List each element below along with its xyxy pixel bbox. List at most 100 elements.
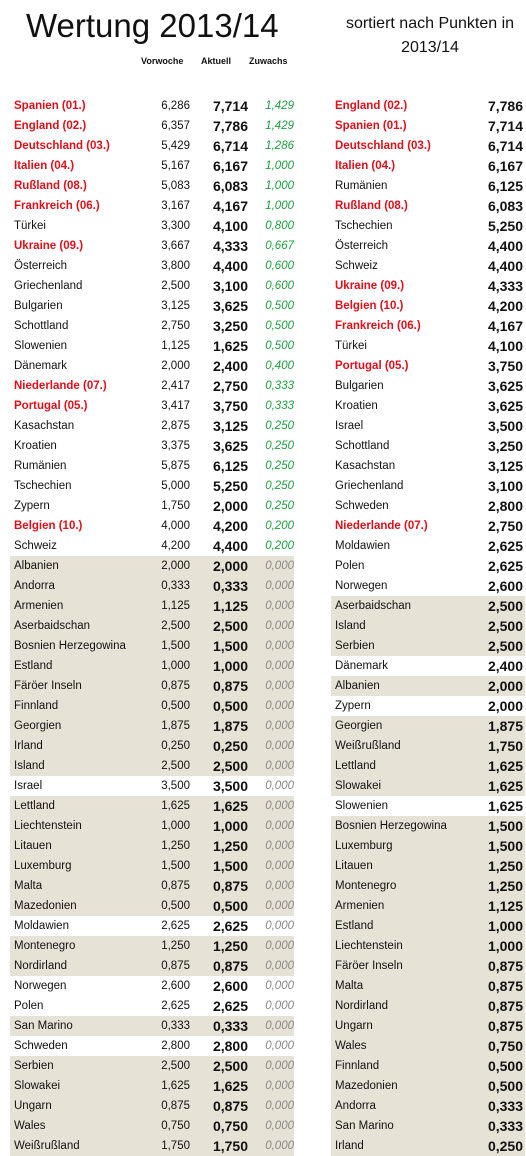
- gain-value: 0,000: [265, 920, 294, 932]
- prev-value: 1,500: [161, 640, 190, 652]
- table-row: Georgien 1,875: [331, 716, 525, 736]
- current-value: 1,000: [212, 658, 248, 674]
- country-name: Liechtenstein: [14, 820, 82, 832]
- table-row: Dänemark 2,400: [331, 656, 525, 676]
- table-row: Polen 2,625: [331, 556, 525, 576]
- country-name: Portugal (05.): [14, 400, 88, 412]
- table-row: Serbien 2,500: [331, 636, 525, 656]
- points-value: 4,100: [487, 338, 523, 354]
- country-name: Israel: [14, 780, 43, 792]
- gain-value: 0,000: [265, 680, 294, 692]
- prev-value: 1,125: [161, 340, 190, 352]
- country-name: Rußland (08.): [14, 180, 87, 192]
- current-value: 1,000: [212, 818, 248, 834]
- gain-value: 0,000: [265, 1020, 294, 1032]
- prev-value: 6,357: [161, 120, 190, 132]
- country-name: Serbien: [335, 640, 375, 652]
- country-name: Slowenien: [14, 340, 68, 352]
- table-row: Irland 0,250: [331, 1136, 525, 1156]
- table-row: Island 2,500: [331, 616, 525, 636]
- table-row: Slowakei 1,625: [331, 776, 525, 796]
- current-value: 1,125: [212, 598, 248, 614]
- table-row: Finnland 0,500 0,500 0,000: [10, 696, 294, 716]
- prev-value: 5,167: [161, 160, 190, 172]
- current-value: 4,400: [212, 258, 248, 274]
- table-row: Kasachstan 3,125: [331, 456, 525, 476]
- points-value: 0,875: [487, 998, 523, 1014]
- current-value: 3,125: [212, 418, 248, 434]
- table-row: Österreich 3,800 4,400 0,600: [10, 256, 294, 276]
- country-name: Litauen: [335, 860, 373, 872]
- table-row: Armenien 1,125 1,125 0,000: [10, 596, 294, 616]
- table-row: Kroatien 3,375 3,625 0,250: [10, 436, 294, 456]
- prev-value: 1,000: [161, 660, 190, 672]
- prev-value: 6,286: [161, 100, 190, 112]
- gain-value: 0,000: [265, 700, 294, 712]
- country-name: Weißrußland: [14, 1140, 80, 1152]
- current-value: 3,100: [212, 278, 248, 294]
- table-row: Schweiz 4,200 4,400 0,200: [10, 536, 294, 556]
- current-value: 4,167: [212, 198, 248, 214]
- current-value: 1,500: [212, 858, 248, 874]
- table-row: Deutschland (03.) 6,714: [331, 136, 525, 156]
- header-prev: Vorwoche: [141, 56, 184, 66]
- table-row: Rußland (08.) 5,083 6,083 1,000: [10, 176, 294, 196]
- country-name: Irland: [335, 1140, 364, 1152]
- country-name: Rumänien: [14, 460, 67, 472]
- country-name: Griechenland: [14, 280, 83, 292]
- prev-value: 3,167: [161, 200, 190, 212]
- gain-value: 0,000: [265, 1060, 294, 1072]
- points-value: 0,250: [487, 1138, 523, 1154]
- points-value: 0,333: [487, 1118, 523, 1134]
- table-row: Wales 0,750: [331, 1036, 525, 1056]
- prev-value: 0,500: [161, 700, 190, 712]
- gain-value: 1,000: [265, 180, 294, 192]
- current-value: 4,333: [212, 238, 248, 254]
- table-row: Italien (04.) 5,167 6,167 1,000: [10, 156, 294, 176]
- points-value: 2,500: [487, 638, 523, 654]
- current-value: 1,625: [212, 338, 248, 354]
- country-name: Georgien: [335, 720, 383, 732]
- table-row: Aserbaidschan 2,500 2,500 0,000: [10, 616, 294, 636]
- points-value: 2,750: [487, 518, 523, 534]
- table-row: Ukraine (09.) 3,667 4,333 0,667: [10, 236, 294, 256]
- country-name: Tschechien: [335, 220, 393, 232]
- table-row: Schweiz 4,400: [331, 256, 525, 276]
- table-row: Norwegen 2,600 2,600 0,000: [10, 976, 294, 996]
- points-value: 0,875: [487, 958, 523, 974]
- prev-value: 2,500: [161, 1060, 190, 1072]
- country-name: Israel: [335, 420, 364, 432]
- current-value: 2,400: [212, 358, 248, 374]
- country-name: Belgien (10.): [335, 300, 404, 312]
- table-row: Georgien 1,875 1,875 0,000: [10, 716, 294, 736]
- table-row: Tschechien 5,250: [331, 216, 525, 236]
- country-name: Ukraine (09.): [14, 240, 84, 252]
- current-value: 1,500: [212, 638, 248, 654]
- prev-value: 4,200: [161, 540, 190, 552]
- prev-value: 2,625: [161, 1000, 190, 1012]
- points-value: 7,786: [487, 98, 523, 114]
- table-row: Luxemburg 1,500: [331, 836, 525, 856]
- current-value: 0,750: [212, 1118, 248, 1134]
- country-name: Irland: [14, 740, 43, 752]
- country-name: Finnland: [14, 700, 59, 712]
- country-name: Färöer Inseln: [335, 960, 403, 972]
- current-value: 0,875: [212, 878, 248, 894]
- points-value: 4,400: [487, 258, 523, 274]
- table-row: Lettland 1,625 1,625 0,000: [10, 796, 294, 816]
- country-name: Türkei: [14, 220, 46, 232]
- prev-value: 0,875: [161, 1100, 190, 1112]
- table-row: Italien (04.) 6,167: [331, 156, 525, 176]
- country-name: Liechtenstein: [335, 940, 403, 952]
- country-name: Mazedonien: [14, 900, 77, 912]
- table-row: Griechenland 3,100: [331, 476, 525, 496]
- country-name: Norwegen: [335, 580, 388, 592]
- country-name: Spanien (01.): [335, 120, 407, 132]
- prev-value: 3,667: [161, 240, 190, 252]
- prev-value: 2,000: [161, 560, 190, 572]
- prev-value: 0,750: [161, 1120, 190, 1132]
- table-row: Estland 1,000: [331, 916, 525, 936]
- points-value: 1,000: [487, 918, 523, 934]
- table-row: Albanien 2,000: [331, 676, 525, 696]
- table-row: Portugal (05.) 3,417 3,750 0,333: [10, 396, 294, 416]
